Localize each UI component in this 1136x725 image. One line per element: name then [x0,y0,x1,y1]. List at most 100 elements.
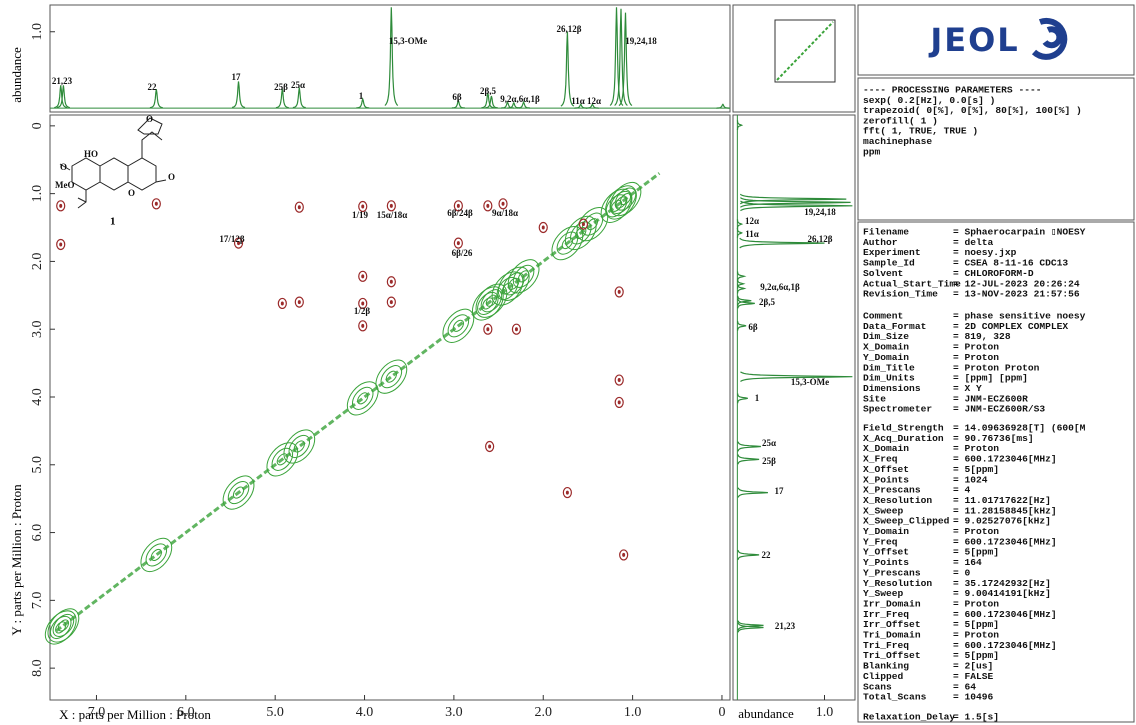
side-peak [739,237,825,249]
side-peak [737,622,764,633]
info-value: = 1024 [953,474,988,485]
info-value: = FALSE [953,671,994,682]
peak-label: 17 [232,72,242,82]
side-peak [737,441,761,452]
diagonal-peak [619,193,632,206]
processing-panel [857,77,1135,221]
cross-peak-core [486,327,490,332]
info-value: = Sphaerocarpain ▯NOESY [953,227,1086,238]
side-peak [736,283,747,294]
thumbnail [774,19,836,83]
cross-peak [56,238,66,251]
y-tick-label: 0 [30,122,45,129]
diagonal-peak [447,314,470,338]
projection-peak [451,98,465,109]
info-value: = CSEA 8-11-16 CDC13 [953,258,1068,269]
diagonal-peak [266,442,299,477]
info-value: = 90.76736[ms] [953,433,1034,444]
info-value: = 600.1723046[MHz] [953,640,1057,651]
x-tick-label: 7.0 [88,705,106,720]
x-tick-label: 4.0 [356,705,374,720]
diagonal-peak [564,215,597,251]
cross-peak [277,297,287,310]
cross-peak-core [622,552,626,557]
cross-peak [498,198,508,210]
side-peak [736,271,747,282]
diagonal-peak [44,610,77,645]
cross-peak [619,549,629,561]
info-value: = 164 [953,557,982,568]
processing-line: ppm [863,146,881,157]
cross-peak-core [297,205,301,210]
info-key: X_Sweep_Clipped [863,516,950,527]
cross-peak [294,201,304,213]
diagonal-peak [293,440,305,453]
peak-label: 6β [452,92,462,102]
x-tick-label: 3.0 [445,705,463,720]
info-value: = Proton [953,526,999,537]
correlation-label: 6β/26 [452,248,473,258]
info-key: Blanking [863,661,909,672]
info-key: Sample_Id [863,258,915,269]
info-key: Spectrometer [863,404,932,415]
cross-peak [386,276,396,288]
structure [59,117,167,209]
cross-peak-core [488,444,492,449]
info-value: = 819, 328 [953,331,1011,342]
cross-peak [578,218,589,230]
info-key: Tri_Freq [863,640,909,651]
x-tick-label: 1.0 [624,705,642,720]
cross-peak-core [565,490,569,495]
processing-line: zerofill( 1 ) [863,115,938,126]
info-value: = JNM-ECZ600R [953,393,1028,404]
side-peak [737,549,760,561]
side-peak [740,197,851,208]
diagonal-peak [276,453,288,466]
cross-peak [358,200,368,213]
diagonal-peak [385,370,397,383]
info-key: Data_Format [863,321,926,332]
peak-label: 2β,5 [480,86,496,96]
y-tick-label: 3.0 [30,320,45,338]
y-tick-label: 2.0 [30,253,45,271]
cross-peak [483,200,493,212]
diagonal-peak [47,608,80,643]
y-tick-label: 5.0 [30,456,45,474]
cross-peak-core [617,400,621,405]
cross-peak-core [617,378,621,383]
plot-panel [49,114,731,701]
structure-label: O [128,188,135,198]
info-key: Y_Offset [863,547,909,558]
side-peak [737,393,748,404]
x-tick-label: 2.0 [534,705,552,720]
y-tick-label: 1.0 [30,185,45,203]
info-key: Dimensions [863,383,921,394]
projection-peak [618,12,633,107]
y-tick-label: 8.0 [30,659,45,677]
info-panel [857,221,1135,723]
info-value: = 0 [953,567,971,578]
info-value: = X Y [953,383,982,394]
side-peak [736,228,744,238]
info-key: X_Offset [863,464,909,475]
info-value: = Proton Proton [953,362,1040,373]
info-key: Clipped [863,671,904,682]
info-value: = 5[ppm] [953,619,999,630]
diagonal-peak [222,475,255,510]
info-value: = 9.02527076[kHz] [953,516,1051,527]
logo: JEOL [928,21,1019,59]
x-tick-label: 6.0 [177,705,195,720]
info-key: X_Prescans [863,485,921,496]
info-value: = 1.5[s] [953,712,999,723]
info-value: = 14.09636928[T] (600[M [953,423,1086,434]
thumbnail-diagonal [776,21,834,81]
peak-label: 17 [775,486,785,496]
projection-peak [149,89,163,109]
info-key: Relaxation_Delay [863,712,955,723]
info-value: = 35.17242932[Hz] [953,578,1051,589]
diagonal-peak [586,218,599,231]
side-peak [737,295,752,306]
cross-peak-core [389,279,393,284]
info-key: Y_Domain [863,526,909,537]
info-value: = [ppm] [ppm] [953,373,1028,384]
